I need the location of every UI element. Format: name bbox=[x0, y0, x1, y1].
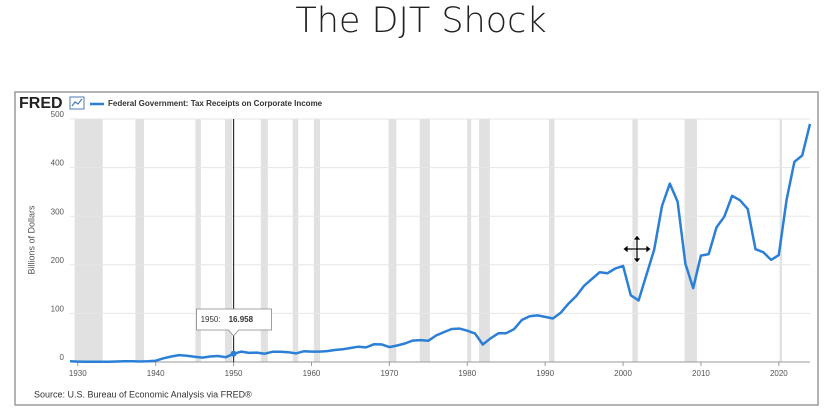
source-note: Source: U.S. Bureau of Economic Analysis… bbox=[34, 389, 252, 399]
recession-band bbox=[632, 119, 638, 362]
hover-point bbox=[230, 350, 237, 357]
move-cursor bbox=[622, 234, 652, 264]
tooltip-label: 1950: bbox=[201, 315, 221, 324]
x-tick-label: 1990 bbox=[536, 369, 554, 378]
recession-band bbox=[292, 119, 299, 362]
recession-band bbox=[478, 119, 490, 362]
x-tick-label: 2010 bbox=[692, 369, 710, 378]
x-tick-label: 1940 bbox=[147, 369, 165, 378]
x-tick-label: 2000 bbox=[614, 369, 632, 378]
recession-band bbox=[225, 119, 233, 362]
recession-band bbox=[467, 119, 472, 362]
y-tick-label: 0 bbox=[60, 353, 65, 362]
recession-band bbox=[419, 119, 430, 362]
x-tick-label: 1950 bbox=[225, 369, 243, 378]
recession-band bbox=[313, 119, 321, 362]
recession-band bbox=[388, 119, 397, 362]
x-tick-label: 1930 bbox=[69, 369, 87, 378]
y-axis-label: Billions of Dollars bbox=[26, 205, 36, 275]
x-tick-label: 2020 bbox=[770, 369, 788, 378]
recession-band bbox=[74, 119, 103, 362]
plot bbox=[70, 118, 810, 366]
recession-band bbox=[549, 119, 555, 362]
recession-band bbox=[260, 119, 268, 362]
y-tick-label: 200 bbox=[51, 256, 65, 265]
x-tick-label: 1980 bbox=[458, 369, 476, 378]
x-tick-label: 1970 bbox=[380, 369, 398, 378]
tooltip-value: 16.958 bbox=[229, 315, 254, 324]
series-line bbox=[69, 123, 812, 364]
recession-band bbox=[195, 119, 201, 362]
x-tick-label: 1960 bbox=[303, 369, 321, 378]
y-tick-label: 100 bbox=[51, 305, 65, 314]
fred-logo: FRED bbox=[19, 95, 63, 112]
y-tick-label: 500 bbox=[51, 110, 65, 119]
logo-icon-line bbox=[71, 98, 83, 107]
recession-band bbox=[684, 119, 698, 362]
y-tick-label: 400 bbox=[51, 159, 65, 168]
tooltip-box bbox=[196, 308, 272, 337]
recession-band bbox=[135, 119, 144, 362]
slide-title: The DJT Shock bbox=[295, 1, 546, 41]
legend-label: Federal Government: Tax Receipts on Corp… bbox=[108, 99, 323, 108]
y-tick-label: 300 bbox=[51, 207, 65, 216]
